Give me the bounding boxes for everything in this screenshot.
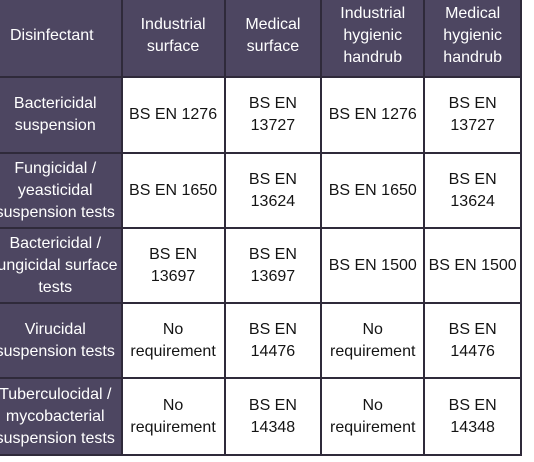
table-row: Bactericidal suspension BS EN 1276 BS EN… [0,76,522,154]
table-cell: BS EN 14348 [223,377,323,456]
row-label: Bactericidal / fungicidal surface tests [0,227,123,304]
row-label: Tuberculocidal / mycobacterial suspensio… [0,377,123,456]
table-cell: BS EN 1500 [423,227,522,304]
header-disinfectant: Disinfectant [0,0,123,78]
header-industrial-hygienic-handrub: Industrial hygienic handrub [320,0,426,78]
table-cell: BS EN 1276 [120,76,226,154]
header-medical-hygienic-handrub: Medical hygienic handrub [423,0,522,78]
row-label: Fungicidal / yeasticidal suspension test… [0,152,123,229]
row-label: Virucidal suspension tests [0,302,123,379]
disinfectant-standards-table: Disinfectant Industrial surface Medical … [0,0,522,456]
table-cell: BS EN 1276 [320,76,426,154]
table-cell: BS EN 13697 [223,227,323,304]
table-cell: BS EN 1500 [320,227,426,304]
table-cell: BS EN 13727 [423,76,522,154]
table-cell: BS EN 14476 [423,302,522,379]
header-industrial-surface: Industrial surface [120,0,226,78]
table-row: Bactericidal / fungicidal surface tests … [0,227,522,304]
table-cell: BS EN 14348 [423,377,522,456]
table-row: Fungicidal / yeasticidal suspension test… [0,152,522,229]
table-cell: BS EN 13624 [423,152,522,229]
table-row: Virucidal suspension tests No requiremen… [0,302,522,379]
row-label: Bactericidal suspension [0,76,123,154]
table-cell: BS EN 1650 [320,152,426,229]
table-cell: BS EN 14476 [223,302,323,379]
table-cell: No requirement [120,302,226,379]
table-cell: BS EN 13697 [120,227,226,304]
header-medical-surface: Medical surface [223,0,323,78]
table-cell: No requirement [120,377,226,456]
table-cell: BS EN 13727 [223,76,323,154]
table-cell: BS EN 1650 [120,152,226,229]
header-row: Disinfectant Industrial surface Medical … [0,0,522,78]
table-cell: No requirement [320,302,426,379]
table-row: Tuberculocidal / mycobacterial suspensio… [0,377,522,456]
table-cell: BS EN 13624 [223,152,323,229]
table-cell: No requirement [320,377,426,456]
